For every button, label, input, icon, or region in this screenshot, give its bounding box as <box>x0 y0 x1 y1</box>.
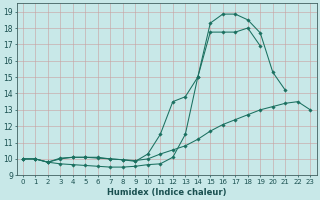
X-axis label: Humidex (Indice chaleur): Humidex (Indice chaleur) <box>107 188 226 197</box>
